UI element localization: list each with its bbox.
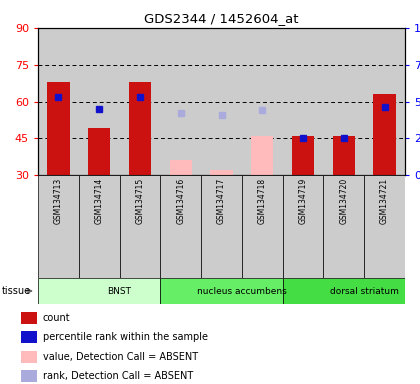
Bar [283,278,405,304]
Bar [21,370,37,382]
Text: dorsal striatum: dorsal striatum [330,286,399,296]
Text: GSM134718: GSM134718 [258,178,267,224]
Text: GSM134720: GSM134720 [339,178,348,224]
Text: rank, Detection Call = ABSENT: rank, Detection Call = ABSENT [43,371,193,381]
Bar [160,278,283,304]
Bar [283,175,323,278]
Text: GSM134713: GSM134713 [54,178,63,224]
Bar [323,175,364,278]
Text: tissue: tissue [2,286,31,296]
Bar [283,28,323,175]
Bar [333,136,355,175]
Bar [210,170,233,175]
Bar [21,351,37,362]
Text: BNST: BNST [108,286,131,296]
Bar [242,175,283,278]
Text: GSM134714: GSM134714 [94,178,104,224]
Text: GSM134719: GSM134719 [299,178,307,224]
Bar [251,136,273,175]
Bar [201,28,242,175]
Text: percentile rank within the sample: percentile rank within the sample [43,332,208,342]
Bar [79,28,120,175]
Bar [38,28,79,175]
Bar [38,175,79,278]
Bar [364,28,405,175]
Bar [373,94,396,175]
Bar [160,28,201,175]
Bar [79,175,120,278]
Text: GSM134716: GSM134716 [176,178,185,224]
Text: nucleus accumbens: nucleus accumbens [197,286,287,296]
Text: GSM134717: GSM134717 [217,178,226,224]
Bar [129,82,151,175]
Bar [292,136,314,175]
Bar [201,175,242,278]
Bar [88,129,110,175]
Bar [170,160,192,175]
Bar [160,175,201,278]
Bar [323,28,364,175]
Bar [21,331,37,343]
Text: count: count [43,313,71,323]
Title: GDS2344 / 1452604_at: GDS2344 / 1452604_at [144,12,299,25]
Bar [364,175,405,278]
Bar [38,278,160,304]
Text: value, Detection Call = ABSENT: value, Detection Call = ABSENT [43,352,198,362]
Text: GSM134715: GSM134715 [135,178,144,224]
Bar [120,175,160,278]
Bar [21,312,37,324]
Bar [120,28,160,175]
Text: GSM134721: GSM134721 [380,178,389,224]
Bar [47,82,70,175]
Bar [242,28,283,175]
